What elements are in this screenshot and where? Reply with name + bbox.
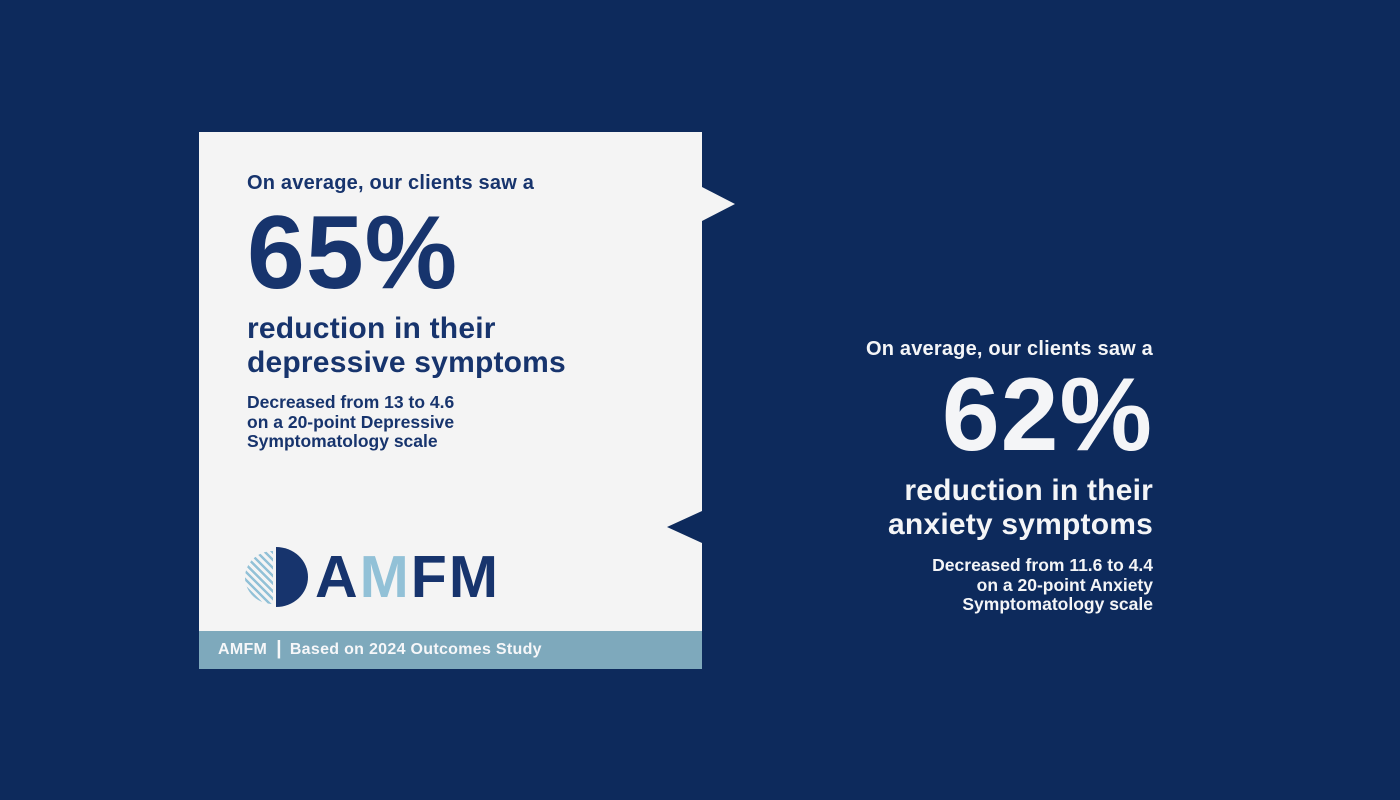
anxiety-stat-value: 62% xyxy=(941,357,1153,473)
anxiety-headline-line2: anxiety symptoms xyxy=(888,508,1153,541)
logo-letter-m1: M xyxy=(359,544,411,610)
anxiety-stat-panel: On average, our clients saw a 62% reduct… xyxy=(713,338,1153,615)
depression-detail-line1: Decreased from 13 to 4.6 xyxy=(247,392,674,413)
depression-detail-prefix: Decreased from xyxy=(247,392,385,412)
logo-letter-a: A xyxy=(315,544,360,610)
depression-headline: reduction in their depressive symptoms xyxy=(247,312,674,380)
anxiety-detail-to: 4.4 xyxy=(1128,555,1153,575)
depression-stat-content: On average, our clients saw a 65% reduct… xyxy=(247,132,674,452)
amfm-logo-letters: AMFM xyxy=(315,547,500,607)
anxiety-detail-line1: Decreased from 11.6 to 4.4 xyxy=(713,555,1153,576)
depression-headline-line2: depressive symptoms xyxy=(247,346,566,379)
anxiety-detail: Decreased from 11.6 to 4.4 on a 20-point… xyxy=(713,555,1153,615)
anxiety-headline: reduction in their anxiety symptoms xyxy=(713,474,1153,542)
anxiety-intro-text: On average, our clients saw a xyxy=(865,338,1153,360)
depression-detail-line3: Symptomatology scale xyxy=(247,431,438,451)
depression-detail-from: 13 xyxy=(384,392,404,412)
speech-tail-right-icon xyxy=(702,187,735,221)
logo-letter-f: F xyxy=(410,544,449,610)
footer-caption: Based on 2024 Outcomes Study xyxy=(289,641,542,658)
footer-divider: | xyxy=(276,638,282,659)
anxiety-detail-line2: on a 20-point Anxiety xyxy=(976,574,1153,595)
depression-headline-line1: reduction in their xyxy=(247,312,496,345)
depression-stat-card: On average, our clients saw a 65% reduct… xyxy=(199,132,735,669)
depression-detail: Decreased from 13 to 4.6 on a 20-point D… xyxy=(247,392,674,452)
footer-attribution-bar: AMFM | Based on 2024 Outcomes Study xyxy=(199,631,702,669)
anxiety-detail-prefix: Decreased from xyxy=(932,555,1070,575)
footer-brand: AMFM xyxy=(218,641,268,658)
depression-detail-connector: to xyxy=(403,392,430,412)
amfm-logo-mark-icon xyxy=(245,547,308,607)
logo-letter-m2: M xyxy=(448,544,500,610)
depression-detail-to: 4.6 xyxy=(429,392,455,412)
logo-striped-half-icon xyxy=(245,551,273,604)
amfm-logo: AMFM xyxy=(245,547,500,607)
anxiety-detail-line3: Symptomatology scale xyxy=(962,594,1153,614)
anxiety-detail-connector: to xyxy=(1102,555,1129,575)
depression-detail-line2: on a 20-point Depressive xyxy=(247,411,455,432)
anxiety-detail-from: 11.6 xyxy=(1069,555,1103,575)
logo-solid-half-icon xyxy=(276,547,308,607)
depression-stat-value: 65% xyxy=(247,195,459,311)
depression-intro-text: On average, our clients saw a xyxy=(247,172,535,194)
anxiety-headline-line1: reduction in their xyxy=(904,474,1153,507)
speech-tail-left-icon xyxy=(667,511,702,543)
